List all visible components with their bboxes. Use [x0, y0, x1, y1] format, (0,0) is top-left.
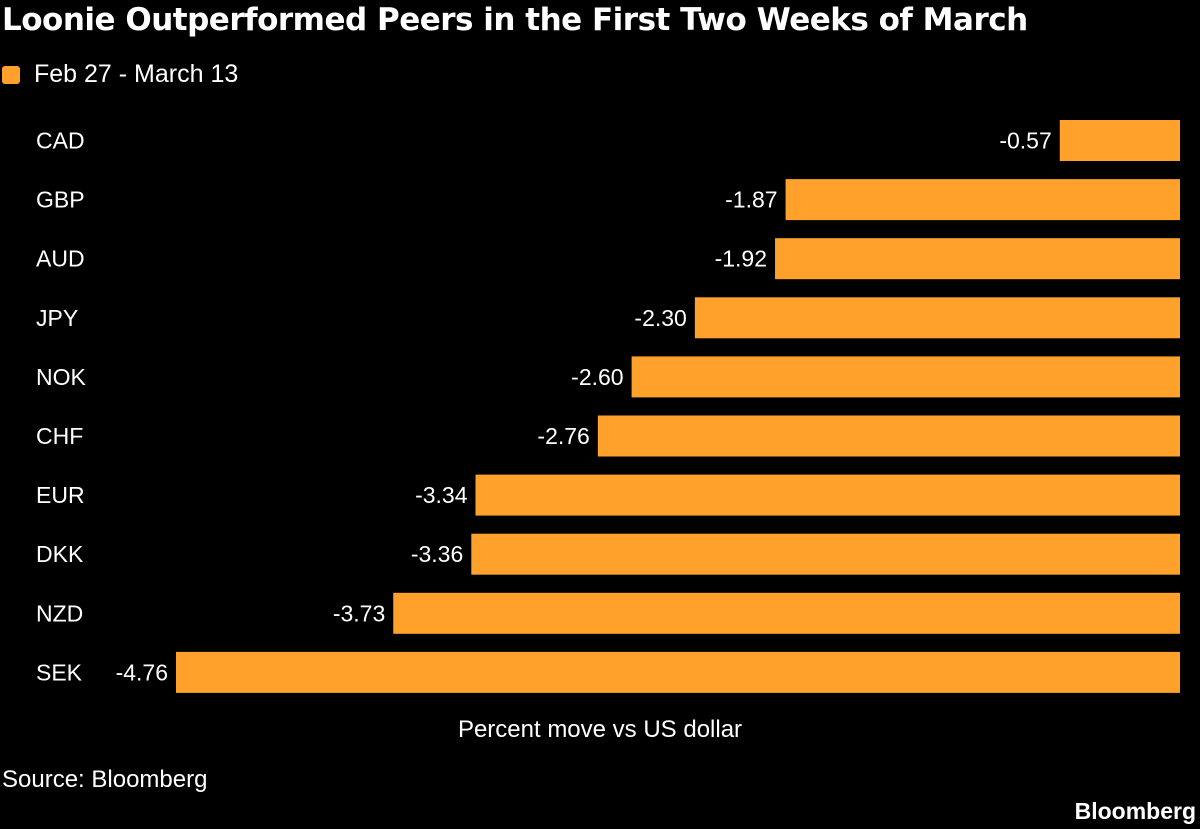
category-label: DKK [36, 541, 84, 567]
category-label: NOK [36, 364, 87, 390]
category-label: CHF [36, 423, 83, 449]
category-label: EUR [36, 482, 85, 508]
bar-NOK [631, 356, 1180, 398]
data-label: -3.36 [411, 541, 463, 567]
data-label: -4.76 [116, 659, 168, 685]
category-label: AUD [36, 246, 85, 272]
data-label: -0.57 [999, 128, 1051, 154]
bloomberg-logo: Bloomberg [1074, 798, 1196, 824]
data-label: -1.87 [725, 187, 777, 213]
bar-GBP [785, 179, 1180, 221]
legend: Feb 27 - March 13 [2, 60, 238, 89]
legend-label: Feb 27 - March 13 [34, 60, 239, 88]
data-label: -2.60 [571, 364, 623, 390]
data-label: -2.30 [634, 305, 686, 331]
data-label: -3.73 [333, 600, 385, 626]
legend-swatch [2, 65, 20, 84]
chart-title: Loonie Outperformed Peers in the First T… [2, 2, 1028, 38]
bar-NZD [393, 592, 1181, 634]
x-axis-label: Percent move vs US dollar [457, 716, 743, 743]
source-note: Source: Bloomberg [2, 766, 208, 793]
category-label: NZD [36, 600, 83, 626]
bar-JPY [694, 297, 1180, 339]
category-label: GBP [36, 187, 85, 213]
category-label: CAD [36, 128, 85, 154]
category-label: SEK [36, 659, 83, 685]
bar-CHF [597, 415, 1180, 457]
bar-DKK [471, 533, 1180, 575]
bar-CAD [1059, 120, 1180, 161]
bar-EUR [475, 474, 1181, 516]
bar-AUD [775, 238, 1180, 280]
bar-SEK [176, 651, 1180, 693]
data-label: -1.92 [715, 246, 767, 272]
data-label: -2.76 [537, 423, 589, 449]
category-label: JPY [36, 305, 78, 331]
data-label: -3.34 [415, 482, 468, 508]
